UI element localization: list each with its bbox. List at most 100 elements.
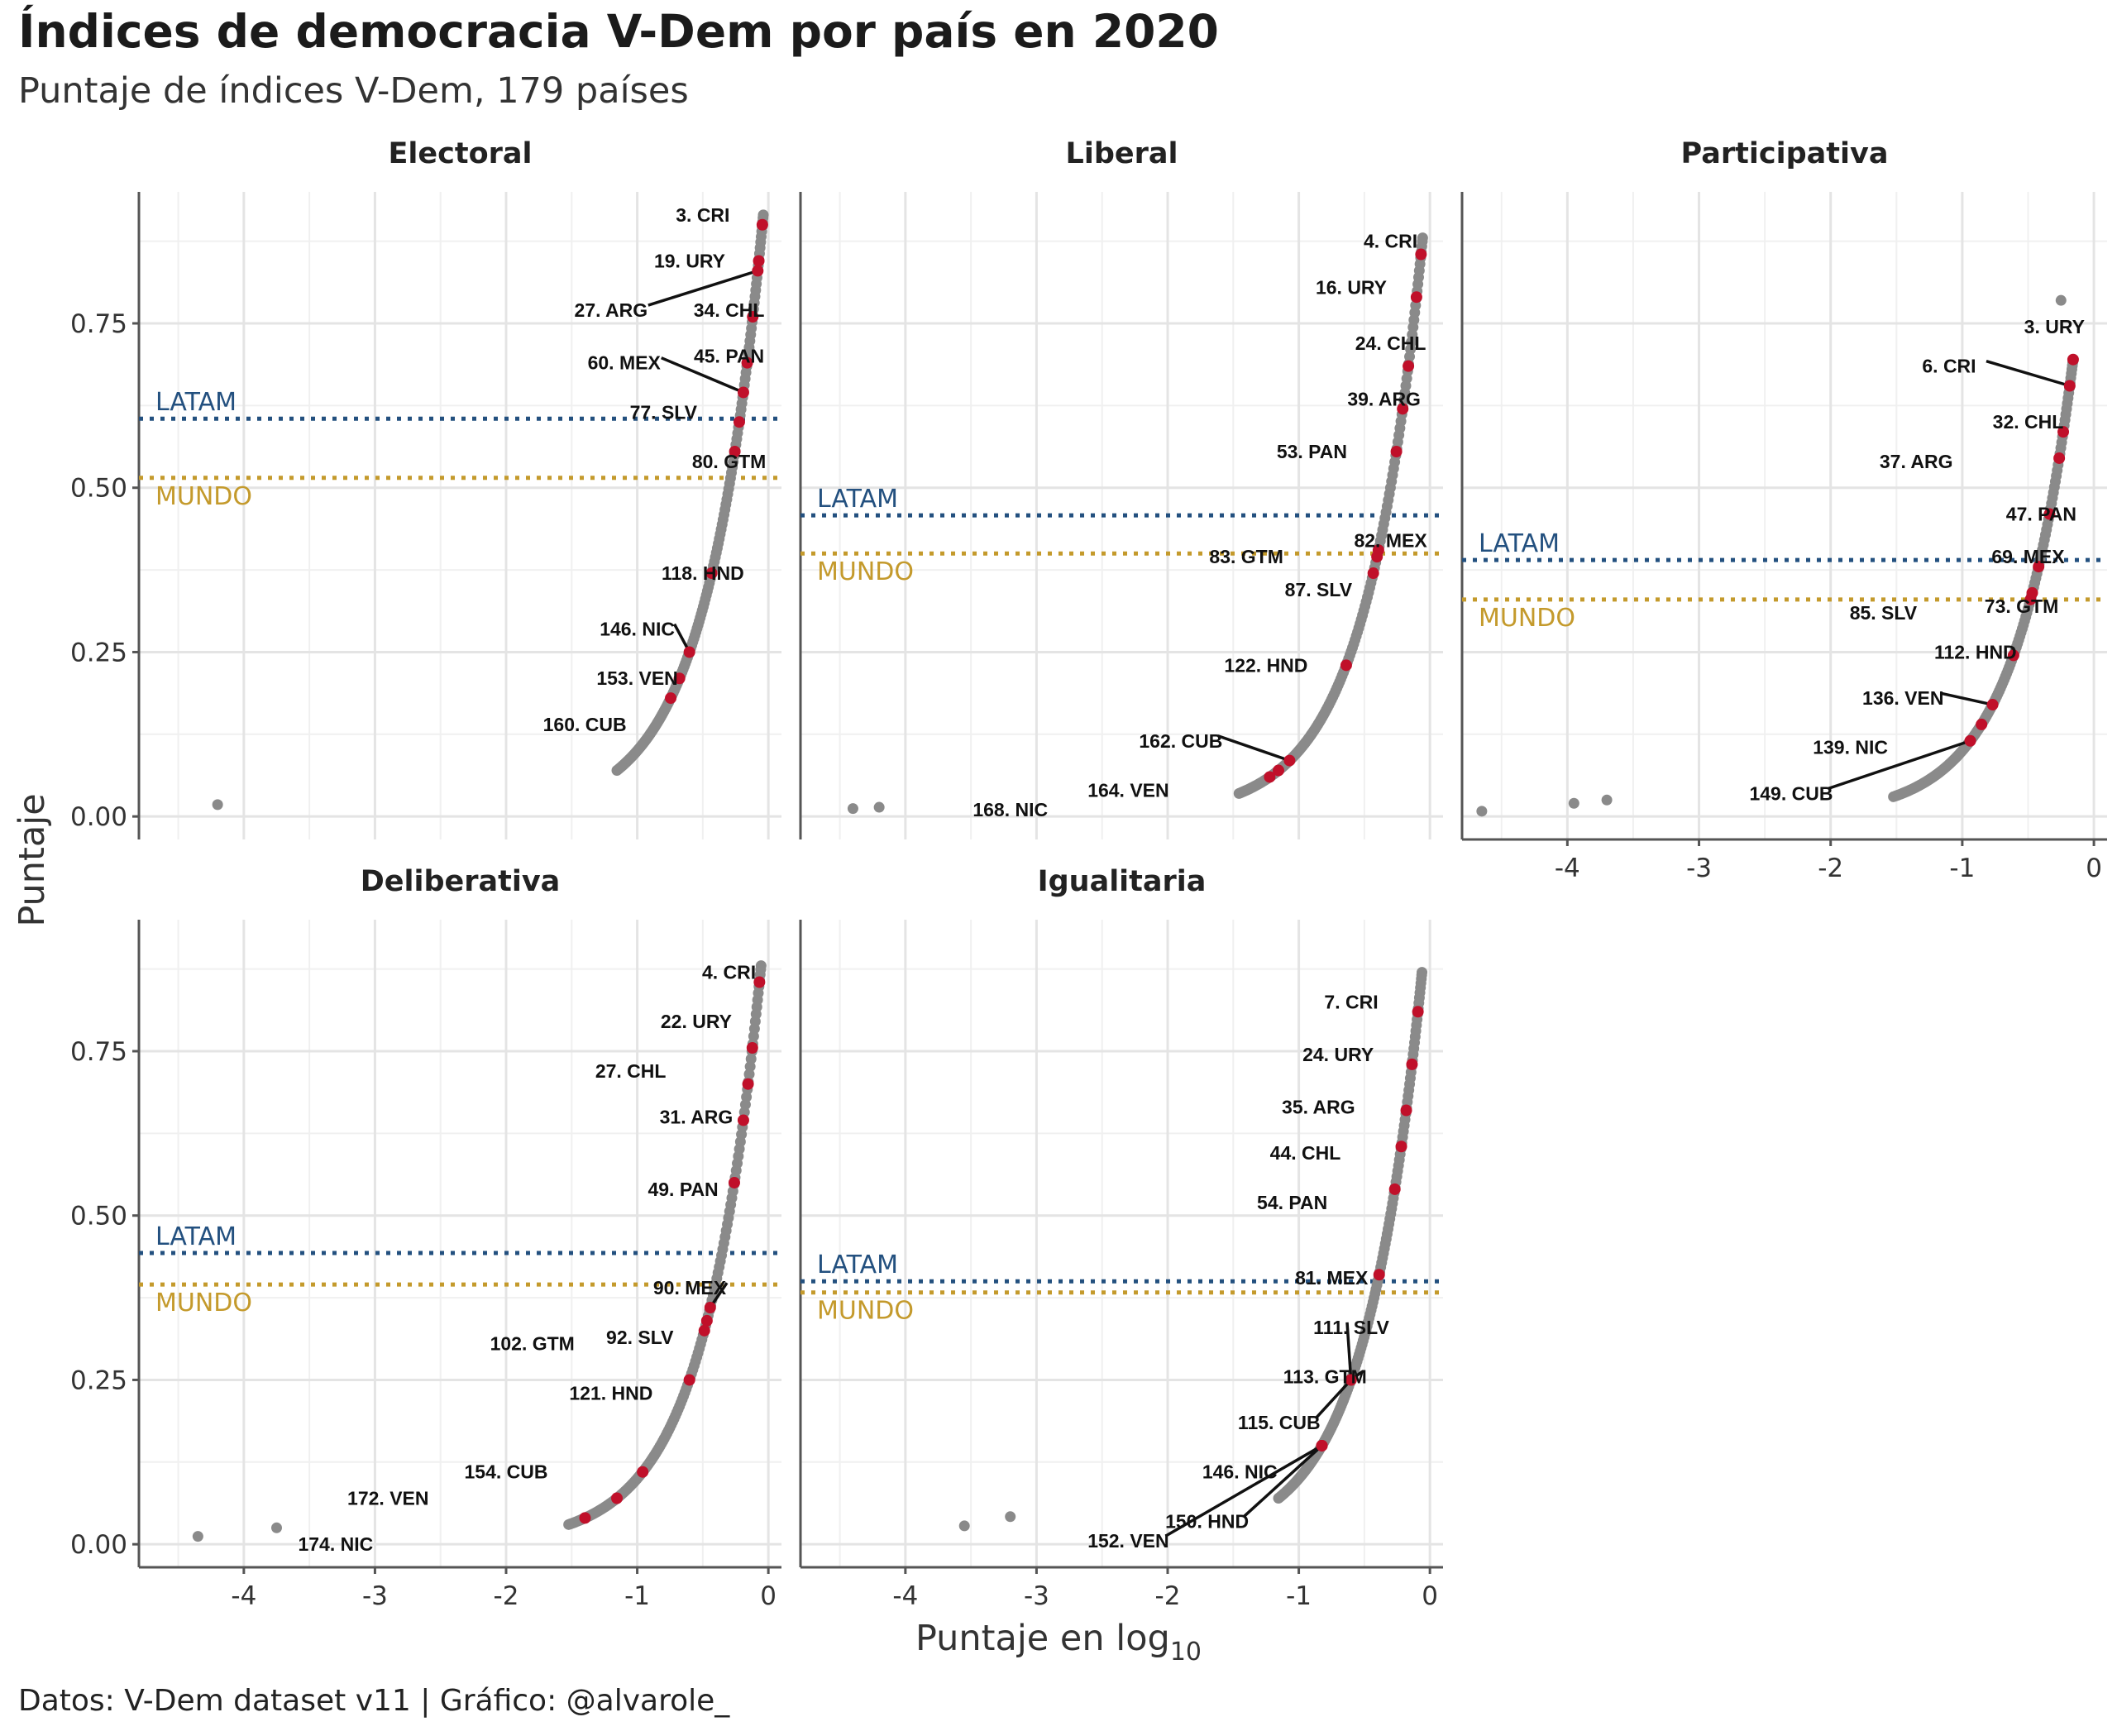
latam-country-point	[737, 386, 749, 399]
country-label: 113. GTM	[1283, 1365, 1367, 1387]
country-label: 22. URY	[661, 1011, 732, 1032]
label-leader-line	[1164, 1444, 1323, 1538]
latam-country-point	[1406, 1058, 1418, 1070]
country-label: 47. PAN	[2006, 504, 2076, 525]
country-label: 82. MEX	[1354, 529, 1427, 551]
mundo-label: MUNDO	[1479, 604, 1575, 633]
country-label: 152. VEN	[1087, 1530, 1168, 1552]
latam-country-point	[698, 1324, 710, 1337]
latam-country-point	[1345, 1374, 1357, 1386]
country-label: 150. HND	[1165, 1510, 1249, 1532]
latam-country-point	[1390, 445, 1403, 457]
x-tick-label: -2	[494, 1581, 519, 1611]
country-point	[958, 1520, 970, 1532]
country-label: 60. MEX	[588, 352, 662, 374]
chart-subtitle: Puntaje de índices V-Dem, 179 países	[18, 70, 689, 112]
y-tick-label: 0.50	[70, 474, 127, 504]
latam-country-point	[1283, 754, 1296, 767]
latam-label: LATAM	[155, 1222, 237, 1251]
country-label: 111. SLV	[1313, 1317, 1389, 1338]
country-label: 87. SLV	[1285, 579, 1353, 600]
latam-country-point	[752, 265, 764, 277]
x-tick-label: -1	[624, 1581, 650, 1611]
country-label: 7. CRI	[1324, 991, 1378, 1012]
country-point	[1568, 797, 1579, 809]
country-label: 3. CRI	[676, 204, 729, 226]
country-label: 139. NIC	[1813, 737, 1888, 758]
country-label: 146. NIC	[1202, 1461, 1278, 1483]
panel-participativa: Participativa -4 -3 -2 -1 0 LATAM MUNDO 3. URY 6.…	[1460, 137, 2107, 883]
latam-country-point	[746, 1042, 758, 1055]
x-axis-title: Puntaje en log10	[915, 1618, 1202, 1667]
x-tick-label: -2	[1818, 854, 1843, 883]
latam-country-point	[1273, 764, 1285, 777]
country-label: 121. HND	[569, 1382, 652, 1404]
latam-country-point	[1403, 360, 1415, 372]
country-point	[873, 801, 885, 813]
latam-country-point	[2067, 353, 2079, 366]
country-label: 80. GTM	[692, 451, 766, 472]
country-point	[847, 803, 858, 815]
country-label: 154. CUB	[465, 1461, 548, 1483]
country-label: 69. MEX	[1991, 546, 2065, 567]
latam-label: LATAM	[817, 485, 898, 514]
country-label: 24. CHL	[1355, 332, 1426, 354]
x-tick-label: -2	[1155, 1581, 1181, 1611]
country-label: 19. URY	[654, 250, 725, 271]
country-label: 112. HND	[1934, 641, 2017, 662]
country-label: 31. ARG	[660, 1106, 734, 1127]
chart-caption: Datos: V-Dem dataset v11 | Gráfico: @alv…	[18, 1684, 730, 1718]
latam-country-point	[1367, 567, 1379, 580]
country-label: 4. CRI	[702, 962, 756, 983]
mundo-label: MUNDO	[817, 1297, 914, 1326]
y-tick-label: 0.25	[70, 1365, 127, 1395]
country-label: 37. ARG	[1880, 451, 1953, 472]
country-label: 27. ARG	[575, 299, 648, 321]
y-tick-label: 0.00	[70, 802, 127, 832]
label-leader-line	[1986, 359, 2071, 388]
latam-country-point	[673, 672, 686, 685]
latam-country-point	[741, 356, 753, 369]
latam-country-point	[753, 255, 765, 267]
label-leader-line	[648, 269, 758, 307]
label-leader-line	[1217, 734, 1290, 763]
x-tick-label: 0	[1422, 1581, 1438, 1611]
country-label: 3. URY	[2024, 316, 2085, 337]
y-tick-label: 0.25	[70, 638, 127, 667]
latam-country-point	[742, 1078, 754, 1090]
x-tick-label: 0	[760, 1581, 777, 1611]
country-label: 81. MEX	[1295, 1267, 1369, 1289]
y-axis-title: Puntaje	[12, 793, 53, 926]
country-label: 174. NIC	[298, 1533, 373, 1555]
x-tick-label: -4	[892, 1581, 918, 1611]
latam-country-point	[747, 311, 759, 323]
x-tick-label: -4	[1555, 854, 1580, 883]
latam-country-point	[579, 1512, 591, 1524]
latam-country-point	[2057, 426, 2070, 438]
latam-label: LATAM	[817, 1251, 898, 1279]
country-label: 83. GTM	[1209, 546, 1283, 567]
latam-country-point	[1371, 551, 1383, 563]
country-label: 49. PAN	[648, 1179, 718, 1200]
latam-country-point	[1415, 248, 1427, 261]
latam-country-point	[753, 976, 766, 988]
latam-country-point	[1395, 1141, 1407, 1153]
country-label: 34. CHL	[694, 299, 765, 321]
latam-country-point	[683, 1374, 695, 1386]
panel-title: Igualitaria	[1038, 865, 1207, 898]
country-label: 35. ARG	[1282, 1097, 1355, 1118]
panel-title: Electoral	[388, 137, 532, 170]
country-label: 115. CUB	[1238, 1412, 1321, 1433]
country-label: 90. MEX	[653, 1277, 727, 1298]
country-label: 32. CHL	[1993, 411, 2064, 433]
country-label: 146. NIC	[600, 619, 675, 640]
latam-country-point	[1373, 1269, 1385, 1281]
x-tick-label: 0	[2086, 854, 2102, 883]
x-axis-title-main: Puntaje en log	[915, 1618, 1170, 1659]
country-label: 149. CUB	[1749, 782, 1833, 804]
latam-country-point	[1400, 1104, 1412, 1117]
y-tick-label: 0.00	[70, 1530, 127, 1560]
latam-country-point	[729, 445, 741, 457]
latam-country-point	[1410, 291, 1422, 304]
latam-country-point	[665, 692, 677, 705]
